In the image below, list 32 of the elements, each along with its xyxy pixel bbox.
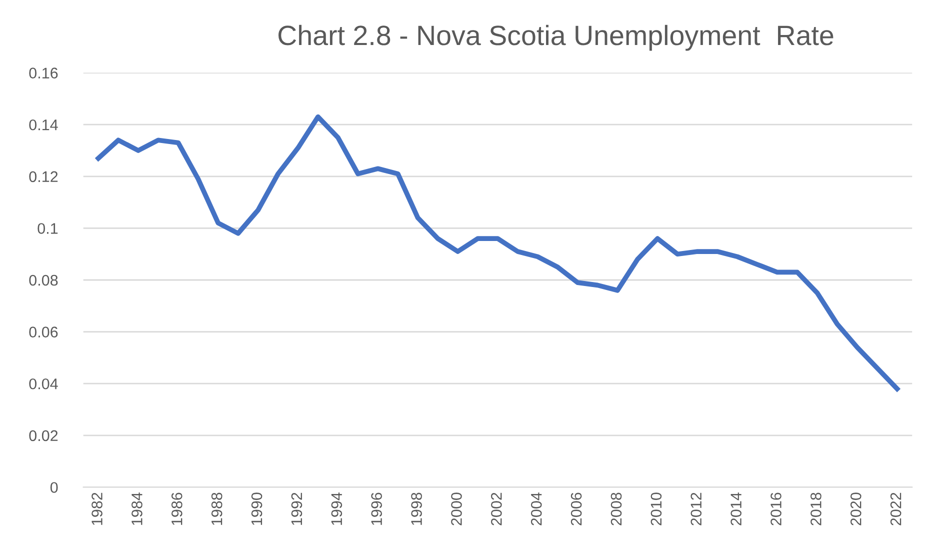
chart-title: Chart 2.8 - Nova Scotia Unemployment Rate <box>278 24 834 51</box>
x-tick-label: 2022 <box>890 492 902 526</box>
x-tick-label: 1988 <box>211 492 222 525</box>
x-tick-label: 2018 <box>810 492 822 526</box>
x-tick-label: 2010 <box>650 492 662 526</box>
x-tick-label: 2020 <box>850 492 862 526</box>
line-series <box>96 114 900 392</box>
y-tick-label: 0.08 <box>29 274 58 286</box>
x-tick-label: 2000 <box>451 492 462 526</box>
x-tick-label: 2008 <box>610 492 622 526</box>
x-tick-label: 1986 <box>171 492 182 525</box>
x-tick-label: 1994 <box>331 492 342 525</box>
y-tick-label: 0.1 <box>38 223 58 234</box>
y-tick-label: 0.16 <box>29 68 58 78</box>
y-tick-label: 0.04 <box>29 378 58 390</box>
x-tick-label: 1982 <box>92 492 102 525</box>
x-tick-label: 2002 <box>491 492 502 526</box>
y-tick-label: 0.12 <box>29 171 58 182</box>
y-tick-label: 0 <box>50 482 58 493</box>
x-tick-label: 2004 <box>530 492 542 526</box>
x-tick-label: 1996 <box>371 492 382 525</box>
x-tick-label: 2012 <box>690 492 702 526</box>
y-tick-label: 0.02 <box>29 430 58 442</box>
x-tick-label: 1990 <box>251 492 262 525</box>
x-tick-label: 2006 <box>570 492 582 526</box>
x-tick-label: 1984 <box>132 492 142 525</box>
y-tick-label: 0.14 <box>29 119 58 130</box>
x-tick-label: 2016 <box>770 492 782 526</box>
y-tick-label: 0.06 <box>29 326 58 338</box>
x-tick-label: 1998 <box>411 492 422 525</box>
x-tick-label: 2014 <box>730 492 742 526</box>
x-tick-label: 1992 <box>291 492 302 525</box>
